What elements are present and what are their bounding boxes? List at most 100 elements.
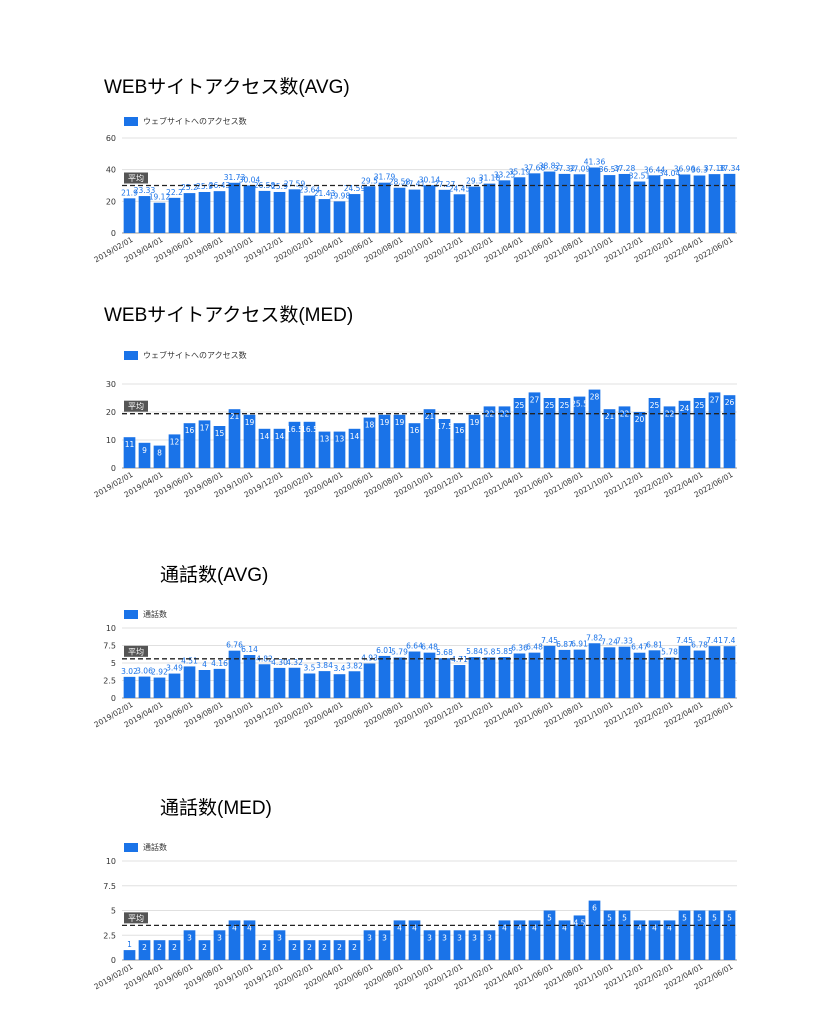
bar	[363, 930, 376, 960]
bar	[273, 930, 286, 960]
data-label: 19	[395, 418, 405, 427]
chart-title: WEBサイトアクセス数(MED)	[104, 305, 354, 326]
data-label: 4.82	[256, 654, 273, 663]
average-tag	[124, 400, 148, 412]
data-label: 28.58	[389, 178, 411, 187]
data-label: 5	[727, 914, 732, 923]
data-label: 38.82	[539, 162, 561, 171]
bar	[678, 910, 691, 960]
bar	[543, 645, 556, 698]
data-label: 4	[517, 923, 522, 932]
legend-label: 通話数	[143, 843, 167, 852]
data-label: 36.57	[599, 165, 621, 174]
data-label: 16	[410, 426, 420, 435]
data-label: 15	[215, 429, 225, 438]
bar	[603, 647, 616, 698]
bar	[438, 189, 451, 233]
bar	[333, 431, 346, 468]
chart-title: 通話数(AVG)	[160, 565, 269, 586]
bar	[198, 940, 211, 960]
bar	[603, 409, 616, 468]
data-label: 4.71	[451, 655, 468, 664]
data-label: 22	[485, 409, 495, 418]
bar	[483, 657, 496, 698]
bar	[228, 182, 241, 233]
data-label: 6.64	[406, 642, 423, 651]
data-label: 30.04	[239, 175, 261, 184]
bar	[663, 406, 676, 468]
bar	[588, 389, 601, 468]
data-label: 21.43	[314, 189, 336, 198]
data-label: 28	[590, 393, 600, 402]
data-label: 3.4	[334, 664, 346, 673]
data-label: 24.59	[344, 184, 366, 193]
data-label: 6.91	[571, 640, 588, 649]
bar	[618, 910, 631, 960]
data-label: 25	[560, 401, 570, 410]
data-label: 5	[682, 914, 687, 923]
y-tick-label: 0	[111, 229, 116, 238]
bar	[183, 423, 196, 468]
bar	[393, 187, 406, 233]
legend-swatch	[124, 610, 138, 619]
data-label: 5.85	[496, 647, 513, 656]
bar	[438, 658, 451, 698]
data-label: 29.5	[361, 176, 378, 185]
data-label: 24	[680, 404, 690, 413]
bar	[153, 677, 166, 698]
bar	[378, 655, 391, 698]
bar	[453, 930, 466, 960]
data-label: 6.36	[511, 643, 528, 652]
bar	[468, 930, 481, 960]
data-label: 31.79	[374, 173, 396, 182]
bar	[618, 406, 631, 468]
bar	[393, 657, 406, 698]
bar	[588, 900, 601, 960]
data-label: 7.45	[541, 636, 558, 645]
data-label: 3	[487, 933, 492, 942]
bar	[438, 419, 451, 468]
data-label: 8	[157, 449, 162, 458]
bar	[663, 920, 676, 960]
bar-chart-web-avg: 020406021.923.3319.1222.225.225.926.4331…	[93, 134, 741, 264]
data-label: 4	[652, 923, 657, 932]
data-label: 3	[367, 933, 372, 942]
average-tag-label: 平均	[128, 913, 144, 923]
data-label: 25	[515, 401, 525, 410]
data-label: 27.27	[434, 180, 456, 189]
data-label: 25	[695, 401, 705, 410]
bar	[258, 428, 271, 468]
bar	[258, 190, 271, 233]
bar	[138, 196, 151, 233]
data-label: 4	[667, 923, 672, 932]
bar	[348, 940, 361, 960]
bar	[723, 910, 736, 960]
data-label: 6.87	[556, 640, 573, 649]
data-label: 5	[607, 914, 612, 923]
bar	[288, 940, 301, 960]
data-label: 30.14	[419, 175, 441, 184]
bar	[693, 650, 706, 698]
bar	[228, 650, 241, 698]
bar	[183, 930, 196, 960]
data-label: 3	[187, 933, 192, 942]
data-label: 4.5	[574, 918, 586, 927]
bar	[558, 398, 571, 468]
bar	[468, 657, 481, 698]
bar	[603, 175, 616, 233]
bar	[303, 673, 316, 698]
bar	[513, 653, 526, 698]
bar	[693, 175, 706, 233]
data-label: 21	[230, 412, 240, 421]
data-label: 37.68	[524, 163, 546, 172]
bar	[138, 442, 151, 468]
data-label: 25.9	[271, 182, 288, 191]
data-label: 23.64	[299, 186, 321, 195]
data-label: 36.44	[644, 165, 666, 174]
bar	[123, 676, 136, 698]
data-label: 7.33	[616, 637, 633, 646]
bar	[168, 434, 181, 468]
bar	[123, 950, 136, 960]
bar	[378, 414, 391, 468]
